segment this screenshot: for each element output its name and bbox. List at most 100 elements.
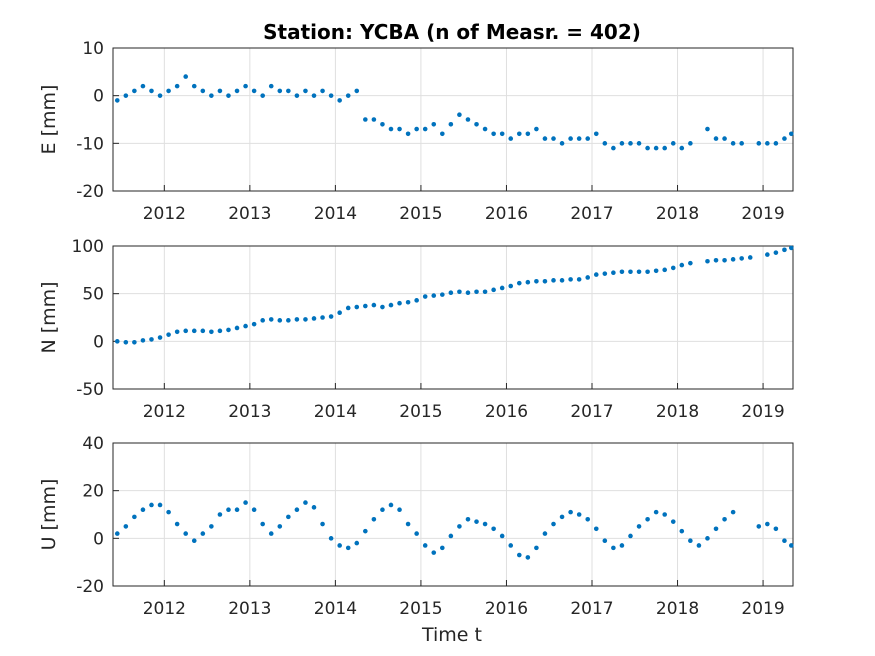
x-tick-label: 2016 [485, 402, 528, 422]
data-point [653, 145, 659, 151]
data-point [602, 271, 608, 276]
data-point [465, 516, 471, 522]
data-point [380, 507, 385, 513]
data-point [747, 255, 753, 260]
data-point [593, 526, 599, 532]
data-point [405, 299, 411, 305]
data-point [679, 145, 685, 151]
x-tick-label: 2014 [314, 599, 357, 619]
data-point [311, 316, 317, 321]
data-point [337, 310, 342, 316]
data-point [217, 512, 223, 517]
data-point [457, 524, 462, 529]
data-point [645, 145, 650, 151]
data-point [713, 526, 719, 532]
data-point [773, 250, 779, 255]
data-point [166, 332, 171, 337]
data-point [440, 292, 445, 297]
data-point [140, 83, 146, 89]
y-tick-label: 0 [93, 87, 104, 107]
data-point [183, 328, 189, 334]
data-point [157, 335, 163, 340]
data-point [191, 538, 197, 544]
data-point [268, 531, 274, 536]
data-point [499, 533, 505, 539]
data-point [311, 93, 317, 98]
y-tick-label: 0 [93, 529, 104, 549]
data-point [576, 136, 582, 141]
data-point [788, 543, 794, 548]
y-tick-label: 0 [93, 332, 104, 352]
data-point [508, 136, 514, 141]
data-point [371, 117, 377, 122]
data-point [345, 305, 351, 311]
data-point [448, 533, 454, 539]
y-tick-label: 40 [82, 434, 104, 454]
data-point [499, 285, 505, 291]
data-point [788, 245, 794, 251]
data-point [465, 290, 471, 296]
data-point [234, 325, 240, 331]
data-point [482, 521, 488, 527]
data-point [405, 521, 411, 527]
data-point [243, 500, 248, 505]
data-point [559, 514, 565, 520]
x-tick-label: 2017 [570, 402, 613, 422]
data-point [422, 294, 428, 299]
data-point [542, 531, 548, 536]
data-point [688, 260, 693, 266]
data-point [209, 524, 214, 529]
data-point [234, 88, 240, 94]
x-tick-label: 2019 [741, 599, 784, 619]
data-point [303, 500, 308, 505]
data-point [157, 502, 163, 508]
data-point [209, 93, 214, 98]
data-point [628, 269, 633, 275]
data-point [114, 531, 120, 536]
data-point [380, 304, 385, 310]
data-point [788, 131, 794, 137]
data-point [217, 88, 223, 94]
data-point [602, 538, 608, 544]
data-point [636, 269, 642, 275]
x-tick-label: 2015 [399, 402, 442, 422]
x-tick-label: 2015 [399, 204, 442, 224]
data-point [328, 314, 334, 319]
data-point [730, 257, 736, 262]
data-point [722, 136, 727, 141]
data-point [516, 131, 522, 137]
y-tick-label: -50 [76, 380, 104, 400]
data-point [730, 509, 736, 515]
data-point [431, 293, 437, 298]
data-point [354, 88, 360, 94]
data-point [397, 507, 402, 513]
data-point [457, 289, 462, 295]
data-point [414, 298, 419, 303]
data-point [422, 126, 428, 132]
data-point [243, 83, 248, 89]
data-point [209, 329, 214, 335]
data-point [551, 278, 556, 283]
data-point [123, 93, 129, 98]
data-point [765, 141, 770, 146]
panel-up: 40 20 0 -20 2012 2013 2014 2015 2016 2017 2018 201… [38, 434, 794, 619]
data-point [251, 88, 257, 94]
data-point [328, 536, 334, 541]
data-point [371, 302, 377, 308]
y-tick-label: 10 [82, 39, 104, 59]
data-point [705, 126, 710, 132]
data-point [132, 339, 137, 345]
y-tick-label: -20 [76, 577, 104, 597]
data-point [414, 531, 419, 536]
data-point [499, 131, 505, 137]
data-point [440, 545, 445, 551]
data-point [388, 302, 394, 308]
panel-east: 10 0 -10 -20 2012 2013 2014 2015 2016 2017 2018 20… [38, 39, 794, 224]
data-point [397, 300, 402, 306]
data-point [114, 339, 120, 344]
data-point [431, 550, 437, 555]
data-point [448, 290, 454, 296]
data-point [525, 131, 531, 137]
y-tick-label: 50 [82, 285, 104, 305]
data-point [670, 519, 676, 524]
